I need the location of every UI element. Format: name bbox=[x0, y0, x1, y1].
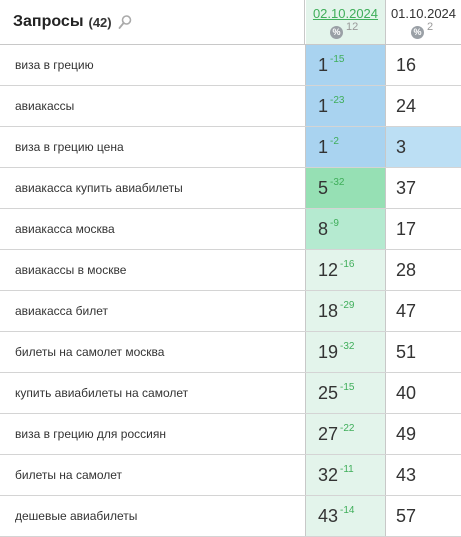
percent-icon: % bbox=[411, 26, 424, 39]
position-value: 27 bbox=[318, 424, 339, 444]
position-value: 18 bbox=[318, 301, 339, 321]
queries-title: Запросы bbox=[13, 13, 84, 30]
position-value: 43 bbox=[396, 465, 417, 485]
position-cell-date1[interactable]: 1 -2 bbox=[306, 127, 386, 167]
position-value: 16 bbox=[396, 55, 417, 75]
table-body: виза в грецию 1 -15 16 авиакассы 1 -23 24 виза в… bbox=[0, 45, 461, 537]
position-value: 1 bbox=[318, 55, 329, 75]
position-cell-date1[interactable]: 18 -29 bbox=[306, 291, 386, 331]
query-text[interactable]: билеты на самолет bbox=[0, 455, 306, 495]
date2-percent: 2 bbox=[427, 21, 434, 33]
query-text[interactable]: виза в грецию bbox=[0, 45, 306, 85]
position-cell-date2[interactable]: 16 bbox=[386, 45, 461, 85]
position-cell-date2[interactable]: 43 bbox=[386, 455, 461, 495]
position-cell-date2[interactable]: 49 bbox=[386, 414, 461, 454]
queries-column-header[interactable]: Запросы (42) bbox=[0, 0, 305, 44]
position-cell-date2[interactable]: 28 bbox=[386, 250, 461, 290]
table-header: Запросы (42) 02.10.2024 % 12 01.10.2024 … bbox=[0, 0, 461, 45]
position-delta: -32 bbox=[340, 341, 355, 352]
position-value: 8 bbox=[318, 219, 329, 239]
position-delta: -22 bbox=[340, 423, 355, 434]
position-delta: -14 bbox=[340, 505, 355, 516]
query-text[interactable]: авиакасса билет bbox=[0, 291, 306, 331]
query-text[interactable]: виза в грецию для россиян bbox=[0, 414, 306, 454]
table-row[interactable]: виза в грецию 1 -15 16 bbox=[0, 45, 461, 86]
table-row[interactable]: билеты на самолет 32 -11 43 bbox=[0, 455, 461, 496]
position-value: 1 bbox=[318, 137, 329, 157]
table-row[interactable]: виза в грецию для россиян 27 -22 49 bbox=[0, 414, 461, 455]
date-column-header-1[interactable]: 02.10.2024 % 12 bbox=[306, 0, 386, 44]
query-text[interactable]: виза в грецию цена bbox=[0, 127, 306, 167]
query-text[interactable]: авиакасса купить авиабилеты bbox=[0, 168, 306, 208]
date-link-1[interactable]: 02.10.2024 bbox=[312, 6, 379, 21]
position-delta: -9 bbox=[330, 218, 339, 229]
table-row[interactable]: дешевые авиабилеты 43 -14 57 bbox=[0, 496, 461, 537]
date1-percent: 12 bbox=[346, 21, 359, 33]
position-value: 43 bbox=[318, 506, 339, 526]
position-cell-date1[interactable]: 12 -16 bbox=[306, 250, 386, 290]
position-value: 25 bbox=[318, 383, 339, 403]
position-value: 37 bbox=[396, 178, 417, 198]
position-value: 47 bbox=[396, 301, 417, 321]
position-cell-date1[interactable]: 32 -11 bbox=[306, 455, 386, 495]
percent-icon: % bbox=[330, 26, 343, 39]
position-cell-date1[interactable]: 1 -23 bbox=[306, 86, 386, 126]
position-value: 51 bbox=[396, 342, 417, 362]
position-delta: -32 bbox=[330, 177, 345, 188]
position-value: 28 bbox=[396, 260, 417, 280]
query-text[interactable]: авиакассы bbox=[0, 86, 306, 126]
position-cell-date1[interactable]: 25 -15 bbox=[306, 373, 386, 413]
position-delta: -15 bbox=[330, 54, 345, 65]
position-cell-date1[interactable]: 19 -32 bbox=[306, 332, 386, 372]
query-text[interactable]: авиакасса москва bbox=[0, 209, 306, 249]
position-cell-date2[interactable]: 17 bbox=[386, 209, 461, 249]
position-value: 17 bbox=[396, 219, 417, 239]
query-text[interactable]: купить авиабилеты на самолет bbox=[0, 373, 306, 413]
queries-count: (42) bbox=[88, 14, 112, 30]
position-cell-date1[interactable]: 43 -14 bbox=[306, 496, 386, 536]
position-cell-date2[interactable]: 47 bbox=[386, 291, 461, 331]
table-row[interactable]: авиакасса купить авиабилеты 5 -32 37 bbox=[0, 168, 461, 209]
table-row[interactable]: виза в грецию цена 1 -2 3 bbox=[0, 127, 461, 168]
position-cell-date2[interactable]: 51 bbox=[386, 332, 461, 372]
date-label-2: 01.10.2024 bbox=[390, 6, 457, 21]
position-delta: -2 bbox=[330, 136, 339, 147]
position-value: 12 bbox=[318, 260, 339, 280]
position-cell-date2[interactable]: 37 bbox=[386, 168, 461, 208]
position-cell-date2[interactable]: 24 bbox=[386, 86, 461, 126]
position-delta: -23 bbox=[330, 95, 345, 106]
position-value: 24 bbox=[396, 96, 417, 116]
query-text[interactable]: авиакассы в москве bbox=[0, 250, 306, 290]
position-cell-date1[interactable]: 8 -9 bbox=[306, 209, 386, 249]
query-text[interactable]: дешевые авиабилеты bbox=[0, 496, 306, 536]
table-row[interactable]: билеты на самолет москва 19 -32 51 bbox=[0, 332, 461, 373]
position-cell-date1[interactable]: 27 -22 bbox=[306, 414, 386, 454]
position-value: 57 bbox=[396, 506, 417, 526]
position-value: 49 bbox=[396, 424, 417, 444]
position-value: 19 bbox=[318, 342, 339, 362]
position-delta: -29 bbox=[340, 300, 355, 311]
table-row[interactable]: авиакассы в москве 12 -16 28 bbox=[0, 250, 461, 291]
position-cell-date1[interactable]: 5 -32 bbox=[306, 168, 386, 208]
table-row[interactable]: купить авиабилеты на самолет 25 -15 40 bbox=[0, 373, 461, 414]
position-value: 3 bbox=[396, 137, 407, 157]
position-delta: -16 bbox=[340, 259, 355, 270]
position-delta: -15 bbox=[340, 382, 355, 393]
position-cell-date1[interactable]: 1 -15 bbox=[306, 45, 386, 85]
position-delta: -11 bbox=[340, 464, 354, 475]
table-row[interactable]: авиакасса билет 18 -29 47 bbox=[0, 291, 461, 332]
search-icon[interactable] bbox=[118, 14, 132, 30]
position-cell-date2[interactable]: 40 bbox=[386, 373, 461, 413]
position-value: 32 bbox=[318, 465, 339, 485]
position-cell-date2[interactable]: 3 bbox=[386, 127, 461, 167]
table-row[interactable]: авиакасса москва 8 -9 17 bbox=[0, 209, 461, 250]
position-value: 5 bbox=[318, 178, 329, 198]
date-column-header-2[interactable]: 01.10.2024 % 2 bbox=[386, 0, 461, 44]
position-value: 40 bbox=[396, 383, 417, 403]
position-value: 1 bbox=[318, 96, 329, 116]
table-row[interactable]: авиакассы 1 -23 24 bbox=[0, 86, 461, 127]
query-text[interactable]: билеты на самолет москва bbox=[0, 332, 306, 372]
position-cell-date2[interactable]: 57 bbox=[386, 496, 461, 536]
